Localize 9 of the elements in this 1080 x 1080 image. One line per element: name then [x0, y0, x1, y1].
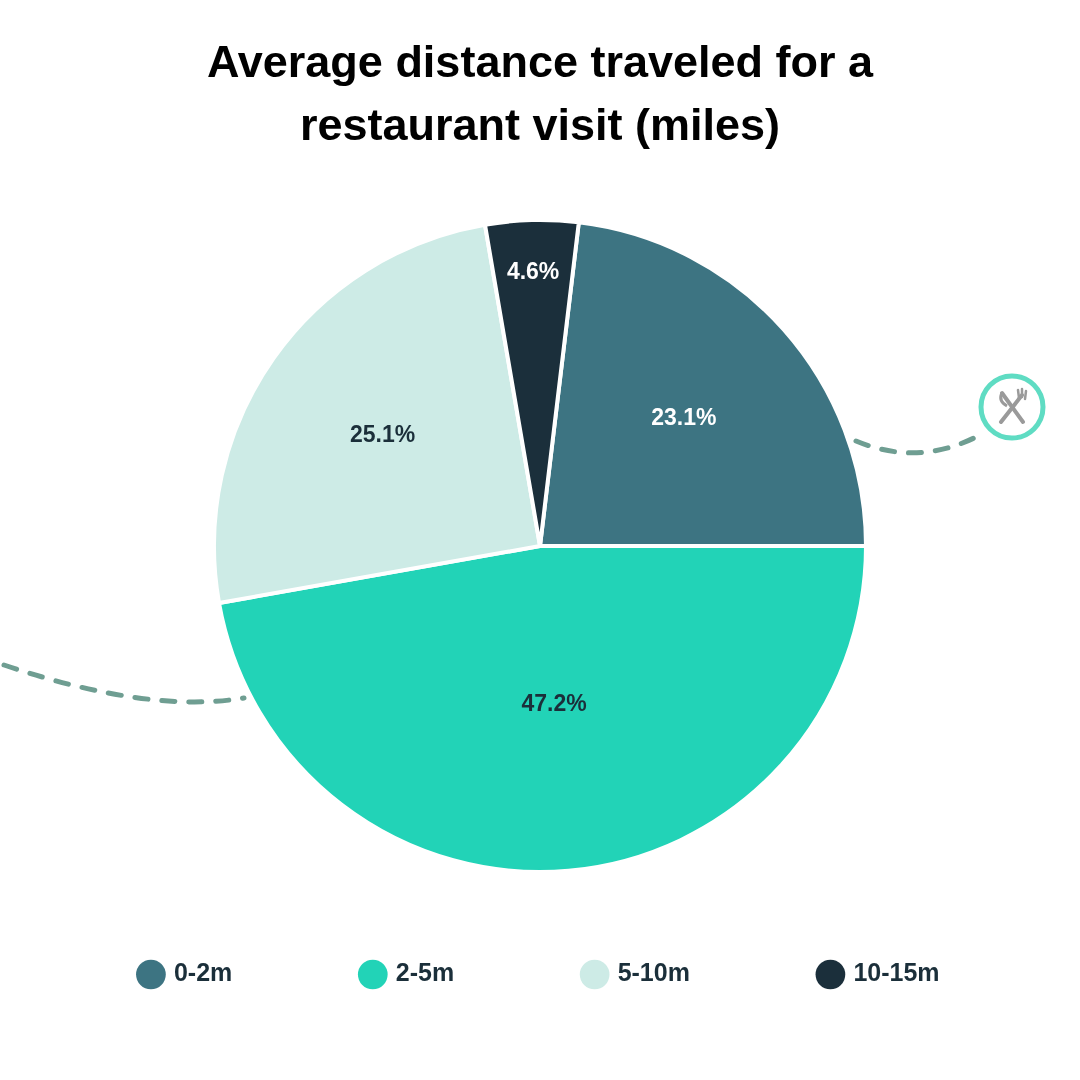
- legend-label: 10-15m: [853, 958, 940, 987]
- data-label: 4.6%: [506, 257, 560, 284]
- data-label: 23.1%: [651, 403, 717, 430]
- chart-title: Average distance traveled for a restaurant visit (miles): [206, 35, 875, 150]
- data-label: 25.1%: [350, 420, 416, 447]
- legend-label: 5-10m: [617, 958, 690, 987]
- legend-label: 2-5m: [395, 958, 455, 987]
- legend-label: 0-2m: [173, 958, 233, 987]
- data-label: 47.2%: [521, 690, 587, 717]
